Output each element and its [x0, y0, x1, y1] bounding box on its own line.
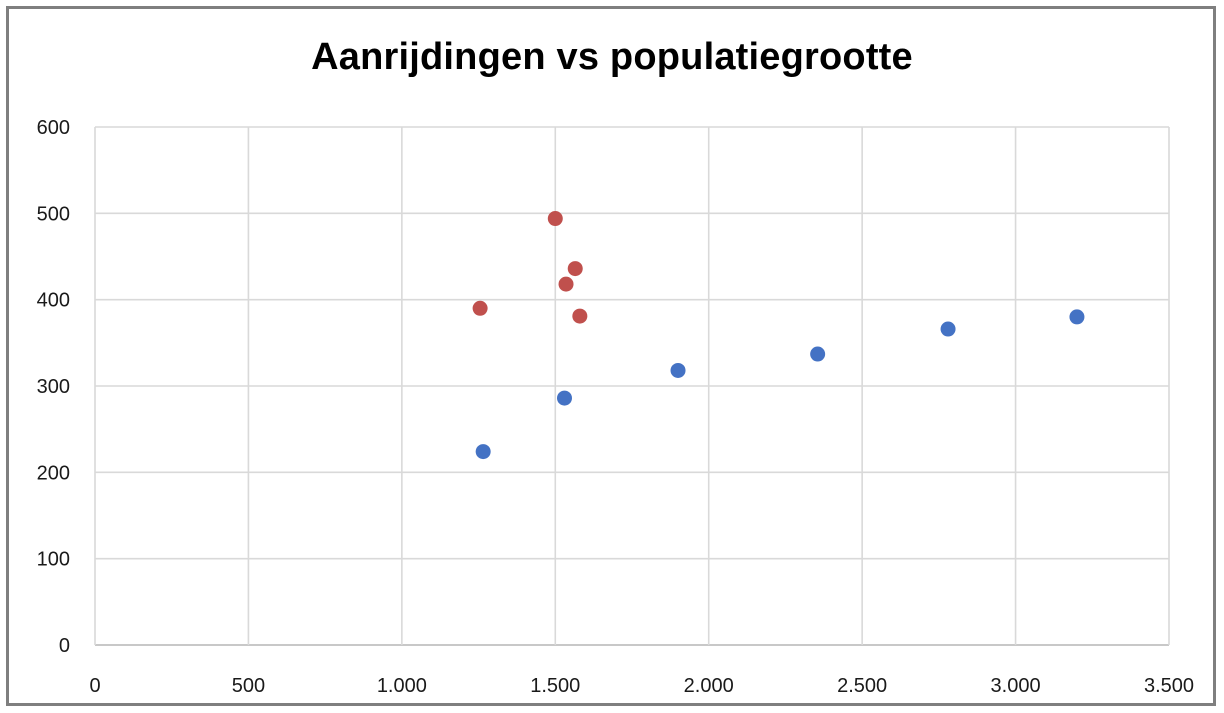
x-axis-tick-labels: 0 500 1.000 1.500 2.000 2.500 3.000 3.500: [89, 675, 1194, 697]
data-point: [940, 321, 956, 337]
x-tick-label: 3.500: [1144, 675, 1194, 697]
y-tick-label: 400: [37, 290, 70, 312]
data-point: [547, 211, 563, 227]
y-tick-label: 0: [59, 635, 70, 657]
x-tick-label: 2.000: [684, 675, 734, 697]
x-tick-label: 1.500: [530, 675, 580, 697]
grid-lines: [94, 126, 1170, 646]
data-point: [556, 390, 572, 406]
x-tick-label: 0: [89, 675, 100, 697]
chart-title: Aanrijdingen vs populatiegrootte: [311, 36, 913, 78]
data-point: [572, 308, 588, 324]
data-point: [475, 444, 491, 460]
y-tick-label: 600: [37, 117, 70, 139]
x-tick-label: 500: [232, 675, 265, 697]
y-tick-label: 200: [37, 462, 70, 484]
y-tick-label: 300: [37, 376, 70, 398]
data-point: [1069, 309, 1085, 325]
data-point: [670, 362, 686, 378]
data-point: [567, 261, 583, 277]
chart-frame: [6, 6, 1216, 706]
x-tick-label: 2.500: [837, 675, 887, 697]
x-tick-label: 3.000: [991, 675, 1041, 697]
data-point: [558, 276, 574, 292]
data-points: [472, 211, 1085, 460]
data-point: [472, 300, 488, 316]
x-tick-label: 1.000: [377, 675, 427, 697]
data-point: [810, 346, 826, 362]
y-tick-label: 500: [37, 203, 70, 225]
y-axis-tick-labels: 0 100 200 300 400 500 600: [37, 117, 70, 657]
y-tick-label: 100: [37, 549, 70, 571]
